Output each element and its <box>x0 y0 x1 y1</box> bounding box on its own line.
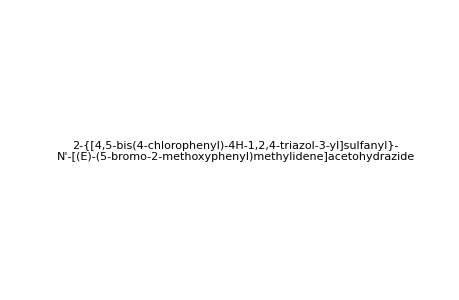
Text: 2-{[4,5-bis(4-chlorophenyl)-4H-1,2,4-triazol-3-yl]sulfanyl}-
N'-[(E)-(5-bromo-2-: 2-{[4,5-bis(4-chlorophenyl)-4H-1,2,4-tri… <box>56 141 414 162</box>
